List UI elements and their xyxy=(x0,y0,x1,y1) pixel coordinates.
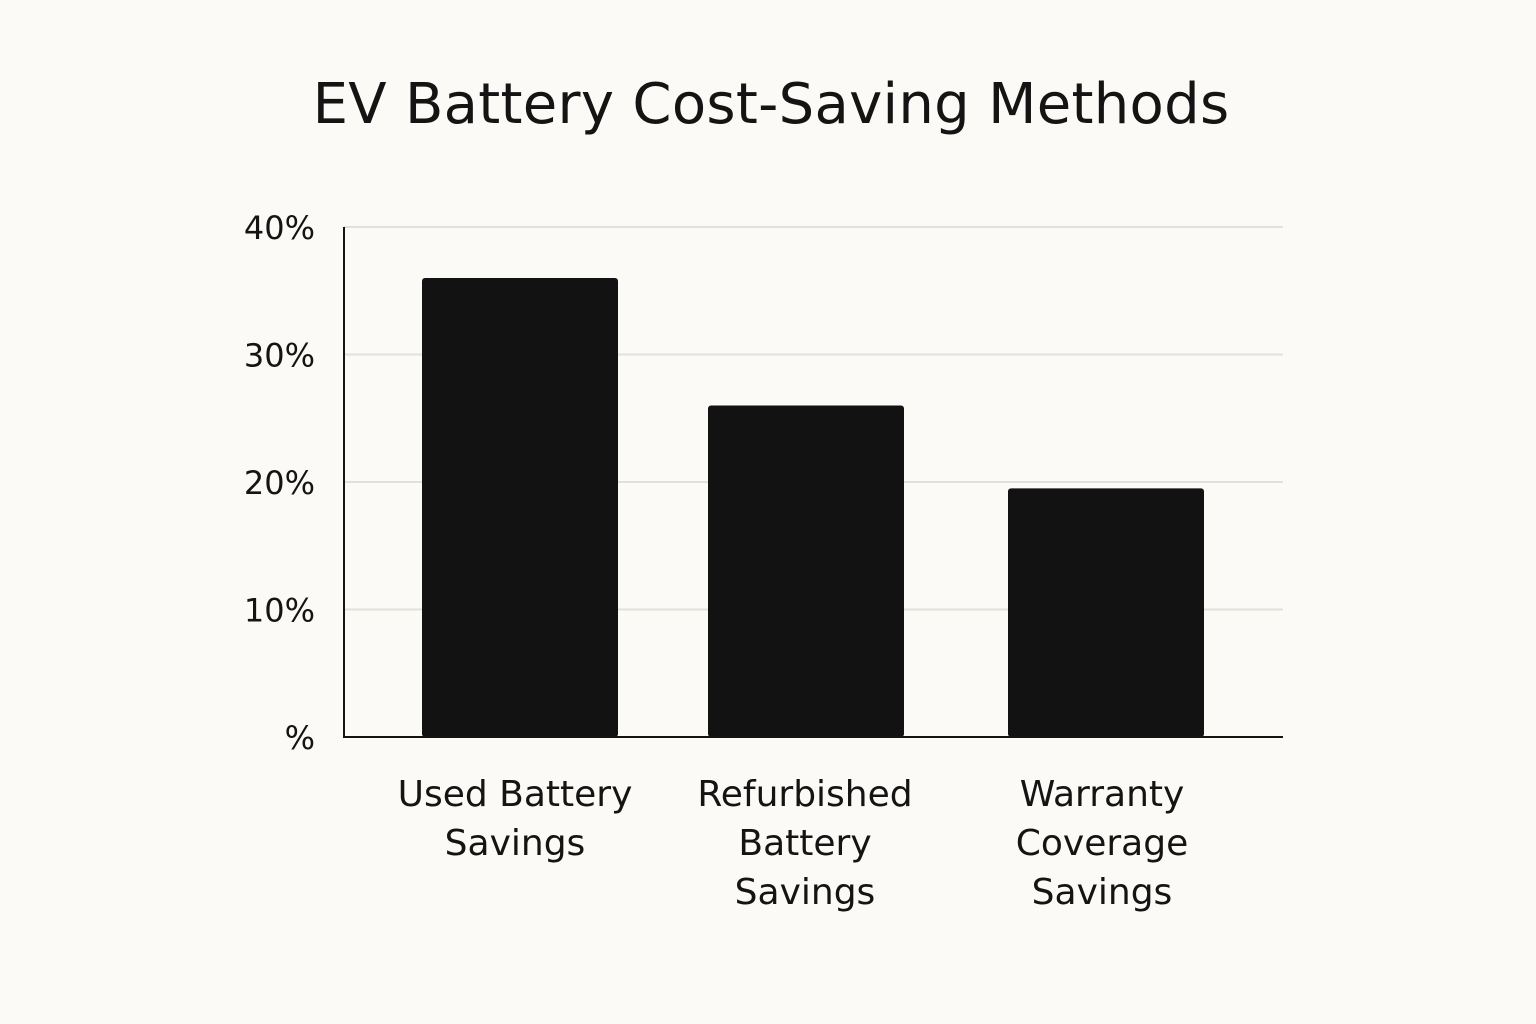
x-tick-label-line: Warranty xyxy=(1019,774,1185,815)
x-tick-label-line: Savings xyxy=(444,823,586,864)
bar xyxy=(708,405,904,737)
x-tick-label: Used Battery Savings xyxy=(365,770,665,868)
y-tick-label: 30% xyxy=(244,337,315,375)
y-tick-label: 10% xyxy=(244,592,315,630)
chart-title: EV Battery Cost-Saving Methods xyxy=(312,72,1230,137)
bar xyxy=(422,278,618,737)
x-tick-label-line: Coverage xyxy=(1015,823,1189,864)
x-tick-label-line: Savings xyxy=(1031,872,1173,913)
x-tick-label-line: Battery xyxy=(738,823,872,864)
y-tick-label: % xyxy=(285,719,315,757)
y-tick-label: 20% xyxy=(244,464,315,502)
x-tick-label: Refurbished Battery Savings xyxy=(655,770,955,917)
x-tick-label-line: Savings xyxy=(734,872,876,913)
x-tick-label: Warranty Coverage Savings xyxy=(952,770,1252,917)
x-tick-label-line: Refurbished xyxy=(697,774,913,815)
y-tick-label: 40% xyxy=(244,209,315,247)
bar xyxy=(1008,488,1204,737)
x-tick-label-line: Used Battery xyxy=(397,774,633,815)
